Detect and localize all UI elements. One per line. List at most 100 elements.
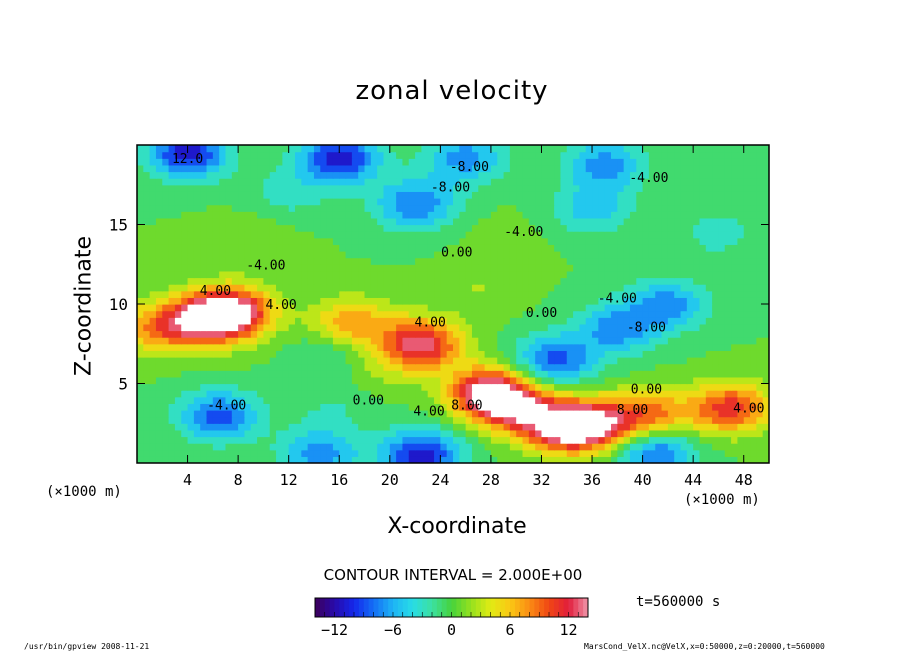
field-cell <box>547 443 555 451</box>
field-cell <box>471 416 479 424</box>
field-cell <box>332 184 340 192</box>
field-cell <box>440 231 448 239</box>
field-cell <box>370 257 378 265</box>
field-cell <box>497 204 505 212</box>
field-cell <box>269 251 277 259</box>
field-cell <box>554 449 562 457</box>
field-cell <box>162 357 170 365</box>
field-cell <box>604 204 612 212</box>
field-cell <box>598 337 606 345</box>
field-cell <box>686 317 694 325</box>
field-cell <box>535 357 543 365</box>
field-cell <box>497 264 505 272</box>
field-cell <box>674 277 682 285</box>
field-cell <box>699 251 707 259</box>
field-cell <box>421 257 429 265</box>
field-cell <box>238 158 246 166</box>
field-cell <box>604 323 612 332</box>
field-cell <box>718 383 726 391</box>
field-cell <box>326 244 334 252</box>
field-cell <box>661 323 669 332</box>
field-cell <box>282 317 290 325</box>
field-cell <box>332 178 340 186</box>
field-cell <box>528 343 536 351</box>
field-cell <box>642 304 650 312</box>
field-cell <box>415 330 422 338</box>
field-cell <box>585 264 593 272</box>
field-cell <box>238 330 246 338</box>
field-cell <box>667 337 675 345</box>
field-cell <box>313 436 321 444</box>
field-cell <box>674 198 682 206</box>
field-cell <box>579 443 587 451</box>
field-cell <box>762 231 769 239</box>
field-cell <box>307 224 315 232</box>
field-cell <box>181 151 189 159</box>
field-cell <box>332 343 340 351</box>
field-cell <box>276 204 283 212</box>
field-cell <box>686 416 694 424</box>
field-cell <box>339 390 347 398</box>
field-cell <box>471 284 479 292</box>
field-cell <box>522 330 530 338</box>
field-cell <box>339 363 347 371</box>
field-cell <box>446 217 454 226</box>
field-cell <box>282 231 290 239</box>
field-cell <box>238 257 246 265</box>
field-cell <box>693 184 701 192</box>
field-cell <box>655 244 663 252</box>
field-cell <box>522 231 530 239</box>
field-cell <box>699 363 707 371</box>
field-cell <box>168 357 176 365</box>
field-cell <box>276 403 283 411</box>
field-cell <box>421 277 429 285</box>
field-cell <box>231 244 239 252</box>
field-cell <box>642 237 650 245</box>
field-cell <box>471 410 479 418</box>
field-cell <box>611 376 618 385</box>
field-cell <box>453 231 460 239</box>
field-cell <box>193 184 201 192</box>
field-cell <box>250 317 258 325</box>
field-cell <box>554 224 562 232</box>
field-cell <box>667 357 675 365</box>
field-cell <box>244 456 252 463</box>
field-cell <box>143 330 151 338</box>
field-cell <box>693 370 701 378</box>
field-cell <box>244 330 252 338</box>
field-cell <box>497 145 505 153</box>
field-cell <box>313 178 321 186</box>
field-cell <box>674 423 682 431</box>
field-cell <box>326 224 334 232</box>
field-cell <box>212 217 220 226</box>
field-cell <box>459 290 467 298</box>
field-cell <box>320 297 328 305</box>
field-cell <box>566 290 574 298</box>
field-cell <box>250 290 258 298</box>
field-cell <box>263 297 271 305</box>
field-cell <box>655 145 663 153</box>
field-cell <box>535 284 543 292</box>
field-cell <box>484 217 492 226</box>
field-cell <box>332 443 340 451</box>
field-cell <box>181 350 189 358</box>
field-cell <box>370 449 378 457</box>
field-cell <box>440 423 448 431</box>
field-cell <box>490 376 498 385</box>
field-cell <box>231 217 239 226</box>
field-cell <box>396 304 404 312</box>
field-cell <box>604 456 612 463</box>
field-cell <box>598 343 606 351</box>
field-cell <box>617 343 625 351</box>
x-axis-label: X-coordinate <box>387 514 527 539</box>
field-cell <box>219 290 227 298</box>
field-cell <box>212 383 220 391</box>
field-cell <box>288 257 296 265</box>
field-cell <box>415 184 422 192</box>
field-cell <box>269 363 277 371</box>
field-cell <box>560 416 568 424</box>
field-cell <box>383 164 391 173</box>
field-cell <box>174 443 182 451</box>
field-cell <box>162 204 170 212</box>
field-cell <box>750 171 757 179</box>
